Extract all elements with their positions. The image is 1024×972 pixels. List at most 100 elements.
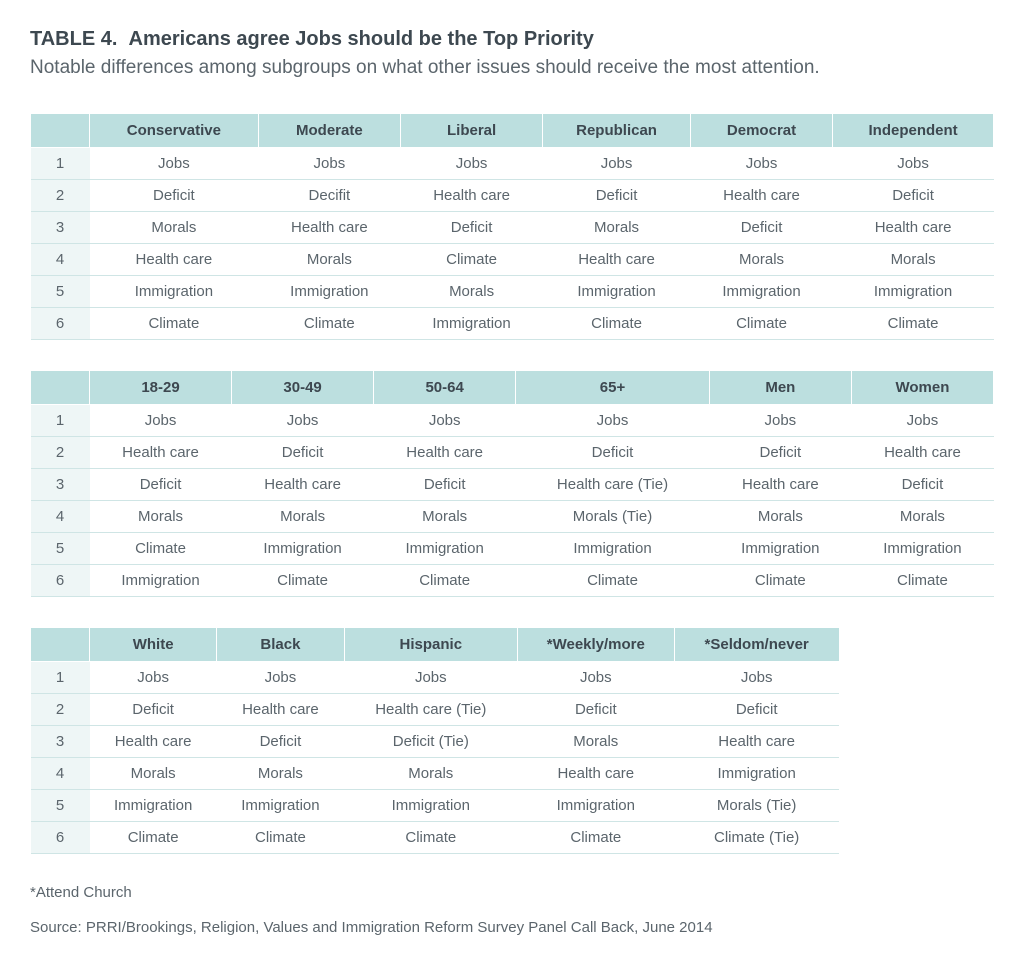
data-cell: Jobs bbox=[217, 662, 344, 694]
data-cell: Immigration bbox=[516, 533, 710, 565]
data-cell: Morals bbox=[258, 244, 400, 276]
data-cell: Health care bbox=[374, 437, 516, 469]
column-header: Moderate bbox=[258, 114, 400, 148]
data-cell: Jobs bbox=[833, 148, 994, 180]
rank-cell: 3 bbox=[31, 726, 90, 758]
rank-cell: 2 bbox=[31, 694, 90, 726]
data-cell: Health care (Tie) bbox=[516, 469, 710, 501]
column-header: Conservative bbox=[90, 114, 259, 148]
rank-cell: 5 bbox=[31, 276, 90, 308]
data-cell: Health care bbox=[690, 180, 832, 212]
data-cell: Deficit bbox=[90, 180, 259, 212]
table-row: 2DeficitHealth careHealth care (Tie)Defi… bbox=[31, 694, 840, 726]
data-cell: Morals bbox=[543, 212, 691, 244]
table-row: 3MoralsHealth careDeficitMoralsDeficitHe… bbox=[31, 212, 994, 244]
data-cell: Deficit bbox=[709, 437, 851, 469]
data-cell: Immigration bbox=[400, 308, 542, 340]
priority-table: WhiteBlackHispanic*Weekly/more*Seldom/ne… bbox=[30, 627, 840, 854]
priority-table: 18-2930-4950-6465+MenWomen1JobsJobsJobsJ… bbox=[30, 370, 994, 597]
column-header: Independent bbox=[833, 114, 994, 148]
data-cell: Health care bbox=[851, 437, 993, 469]
data-cell: Morals bbox=[232, 501, 374, 533]
rank-cell: 6 bbox=[31, 565, 90, 597]
data-cell: Deficit bbox=[374, 469, 516, 501]
rank-cell: 2 bbox=[31, 180, 90, 212]
table-row: 1JobsJobsJobsJobsJobsJobs bbox=[31, 148, 994, 180]
column-header: White bbox=[90, 628, 217, 662]
rank-cell: 5 bbox=[31, 533, 90, 565]
data-cell: Health care bbox=[258, 212, 400, 244]
data-cell: Health care bbox=[709, 469, 851, 501]
data-cell: Jobs bbox=[851, 405, 993, 437]
rank-cell: 4 bbox=[31, 244, 90, 276]
rank-header bbox=[31, 114, 90, 148]
data-cell: Immigration bbox=[518, 790, 675, 822]
table-row: 4MoralsMoralsMoralsHealth careImmigratio… bbox=[31, 758, 840, 790]
data-cell: Climate bbox=[344, 822, 517, 854]
column-header: Hispanic bbox=[344, 628, 517, 662]
data-cell: Jobs bbox=[518, 662, 675, 694]
table-row: 2DeficitDecifitHealth careDeficitHealth … bbox=[31, 180, 994, 212]
title-prefix: TABLE 4. bbox=[30, 28, 117, 50]
data-cell: Immigration bbox=[344, 790, 517, 822]
data-cell: Climate bbox=[374, 565, 516, 597]
data-cell: Jobs bbox=[543, 148, 691, 180]
data-cell: Health care bbox=[217, 694, 344, 726]
data-cell: Climate bbox=[217, 822, 344, 854]
data-cell: Jobs bbox=[374, 405, 516, 437]
rank-cell: 1 bbox=[31, 405, 90, 437]
data-cell: Health care bbox=[90, 726, 217, 758]
data-cell: Deficit bbox=[90, 694, 217, 726]
table-row: 6ImmigrationClimateClimateClimateClimate… bbox=[31, 565, 994, 597]
data-cell: Health care bbox=[90, 437, 232, 469]
data-cell: Jobs bbox=[400, 148, 542, 180]
column-header: 50-64 bbox=[374, 371, 516, 405]
data-cell: Immigration bbox=[374, 533, 516, 565]
data-cell: Health care (Tie) bbox=[344, 694, 517, 726]
column-header: 65+ bbox=[516, 371, 710, 405]
table-row: 6ClimateClimateClimateClimateClimate (Ti… bbox=[31, 822, 840, 854]
table-row: 5ClimateImmigrationImmigrationImmigratio… bbox=[31, 533, 994, 565]
data-cell: Climate bbox=[851, 565, 993, 597]
footnote: *Attend Church bbox=[30, 884, 994, 901]
data-cell: Decifit bbox=[258, 180, 400, 212]
data-cell: Morals bbox=[90, 212, 259, 244]
data-cell: Morals bbox=[851, 501, 993, 533]
data-cell: Climate (Tie) bbox=[674, 822, 839, 854]
data-cell: Immigration bbox=[674, 758, 839, 790]
data-cell: Deficit bbox=[518, 694, 675, 726]
table-row: 5ImmigrationImmigrationMoralsImmigration… bbox=[31, 276, 994, 308]
rank-header bbox=[31, 628, 90, 662]
table-row: 6ClimateClimateImmigrationClimateClimate… bbox=[31, 308, 994, 340]
data-cell: Climate bbox=[90, 822, 217, 854]
tables-container: ConservativeModerateLiberalRepublicanDem… bbox=[30, 113, 994, 854]
data-cell: Immigration bbox=[90, 565, 232, 597]
rank-cell: 6 bbox=[31, 308, 90, 340]
data-cell: Morals bbox=[344, 758, 517, 790]
table-row: 1JobsJobsJobsJobsJobsJobs bbox=[31, 405, 994, 437]
priority-table: ConservativeModerateLiberalRepublicanDem… bbox=[30, 113, 994, 340]
rank-cell: 5 bbox=[31, 790, 90, 822]
data-cell: Immigration bbox=[90, 276, 259, 308]
data-cell: Jobs bbox=[90, 405, 232, 437]
data-cell: Deficit bbox=[516, 437, 710, 469]
data-cell: Morals bbox=[90, 758, 217, 790]
column-header: Men bbox=[709, 371, 851, 405]
data-cell: Climate bbox=[518, 822, 675, 854]
data-cell: Jobs bbox=[232, 405, 374, 437]
data-cell: Morals (Tie) bbox=[516, 501, 710, 533]
data-cell: Morals bbox=[374, 501, 516, 533]
data-cell: Health care bbox=[518, 758, 675, 790]
data-cell: Health care bbox=[674, 726, 839, 758]
table-title: TABLE 4. Americans agree Jobs should be … bbox=[30, 28, 994, 51]
data-cell: Deficit bbox=[217, 726, 344, 758]
data-cell: Climate bbox=[709, 565, 851, 597]
data-cell: Jobs bbox=[516, 405, 710, 437]
data-cell: Health care bbox=[833, 212, 994, 244]
table-row: 3DeficitHealth careDeficitHealth care (T… bbox=[31, 469, 994, 501]
data-cell: Immigration bbox=[690, 276, 832, 308]
data-cell: Immigration bbox=[232, 533, 374, 565]
data-cell: Deficit bbox=[851, 469, 993, 501]
column-header: *Weekly/more bbox=[518, 628, 675, 662]
rank-cell: 2 bbox=[31, 437, 90, 469]
